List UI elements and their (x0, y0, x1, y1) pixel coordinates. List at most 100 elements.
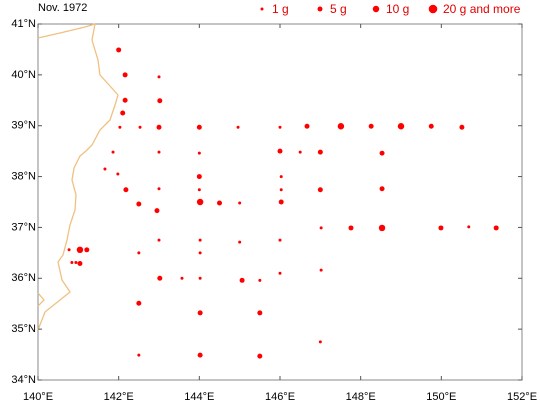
sample-point (197, 352, 203, 358)
sample-point (278, 199, 284, 205)
sample-point (217, 200, 222, 206)
sample-point (137, 353, 141, 357)
legend-label: 20 g and more (443, 2, 521, 16)
sample-point (137, 251, 141, 255)
sample-point (157, 150, 161, 154)
sample-point (428, 123, 434, 129)
sample-point (157, 238, 161, 242)
sample-point (257, 310, 263, 316)
sample-point (238, 201, 242, 205)
legend-marker (372, 5, 380, 13)
sample-point (74, 261, 78, 265)
sample-point (379, 186, 385, 192)
sample-point (239, 277, 245, 283)
sample-point (257, 353, 263, 359)
legend-label: 10 g (386, 2, 409, 16)
sample-point (304, 123, 310, 129)
sample-point (196, 124, 202, 130)
legend-marker (317, 6, 323, 12)
sample-point (278, 271, 282, 275)
sample-point (116, 172, 120, 176)
sample-point (278, 125, 282, 129)
sample-point (196, 198, 204, 206)
sample-point (180, 276, 184, 280)
sample-point (348, 225, 354, 231)
sample-point (319, 268, 323, 272)
coastline (37, 23, 119, 331)
sample-point (198, 238, 202, 242)
sample-point (118, 125, 122, 129)
sample-point (238, 240, 242, 244)
sample-point (337, 122, 345, 130)
sample-point (493, 225, 499, 231)
sample-point (278, 238, 282, 242)
legend-marker (428, 4, 438, 14)
sample-point (123, 187, 129, 193)
sample-point (77, 261, 83, 267)
sample-point (84, 247, 90, 253)
x-tick-label: 146°E (265, 391, 295, 403)
sample-point (317, 149, 323, 155)
sample-point (197, 151, 201, 155)
y-tick-label: 35°N (11, 323, 36, 335)
sample-point (196, 174, 202, 180)
sample-point (197, 188, 201, 192)
sample-point (157, 187, 161, 191)
sample-point (136, 201, 142, 207)
legend-label: 1 g (272, 2, 289, 16)
sample-point (317, 187, 323, 193)
sample-point (318, 340, 322, 344)
sample-point (120, 110, 126, 116)
sample-point (467, 225, 471, 229)
legend-marker (260, 7, 264, 11)
sample-point (116, 47, 122, 53)
sample-point (459, 124, 465, 130)
y-tick-label: 38°N (11, 170, 36, 182)
sample-point (67, 248, 71, 252)
sample-point (277, 148, 283, 154)
x-tick-label: 150°E (426, 391, 456, 403)
sample-point (379, 150, 385, 156)
sample-point (157, 275, 163, 281)
sample-point (198, 276, 202, 280)
y-tick-label: 41°N (11, 18, 36, 30)
y-tick-label: 40°N (11, 69, 36, 81)
sample-point (157, 98, 163, 104)
sample-point (138, 125, 142, 129)
sample-point (279, 175, 283, 179)
x-tick-label: 140°E (23, 391, 53, 403)
sample-point (122, 72, 128, 78)
sample-point (70, 261, 74, 265)
sample-point (298, 150, 302, 154)
y-tick-label: 34°N (11, 374, 36, 386)
sample-point (319, 226, 323, 230)
sample-point (154, 208, 160, 214)
sample-point (111, 150, 115, 154)
sample-point (122, 97, 128, 103)
sample-point (103, 167, 107, 171)
sample-point (76, 246, 84, 254)
sample-point (368, 123, 374, 129)
sample-point (378, 224, 386, 232)
sample-point (156, 124, 162, 130)
x-tick-label: 142°E (104, 391, 134, 403)
y-tick-label: 36°N (11, 272, 36, 284)
sample-point (258, 278, 262, 282)
sample-point (236, 125, 240, 129)
sample-point (157, 75, 161, 79)
x-tick-label: 152°E (507, 391, 537, 403)
y-tick-label: 39°N (11, 120, 36, 132)
sample-point (198, 251, 202, 255)
x-tick-label: 144°E (184, 391, 214, 403)
sample-point (136, 300, 142, 306)
title: Nov. 1972 (38, 2, 87, 14)
x-tick-label: 148°E (346, 391, 376, 403)
sample-point (279, 188, 283, 192)
sample-point (197, 310, 203, 316)
sample-point (438, 225, 444, 231)
y-tick-label: 37°N (11, 221, 36, 233)
sample-point (397, 122, 405, 130)
legend-label: 5 g (330, 2, 347, 16)
